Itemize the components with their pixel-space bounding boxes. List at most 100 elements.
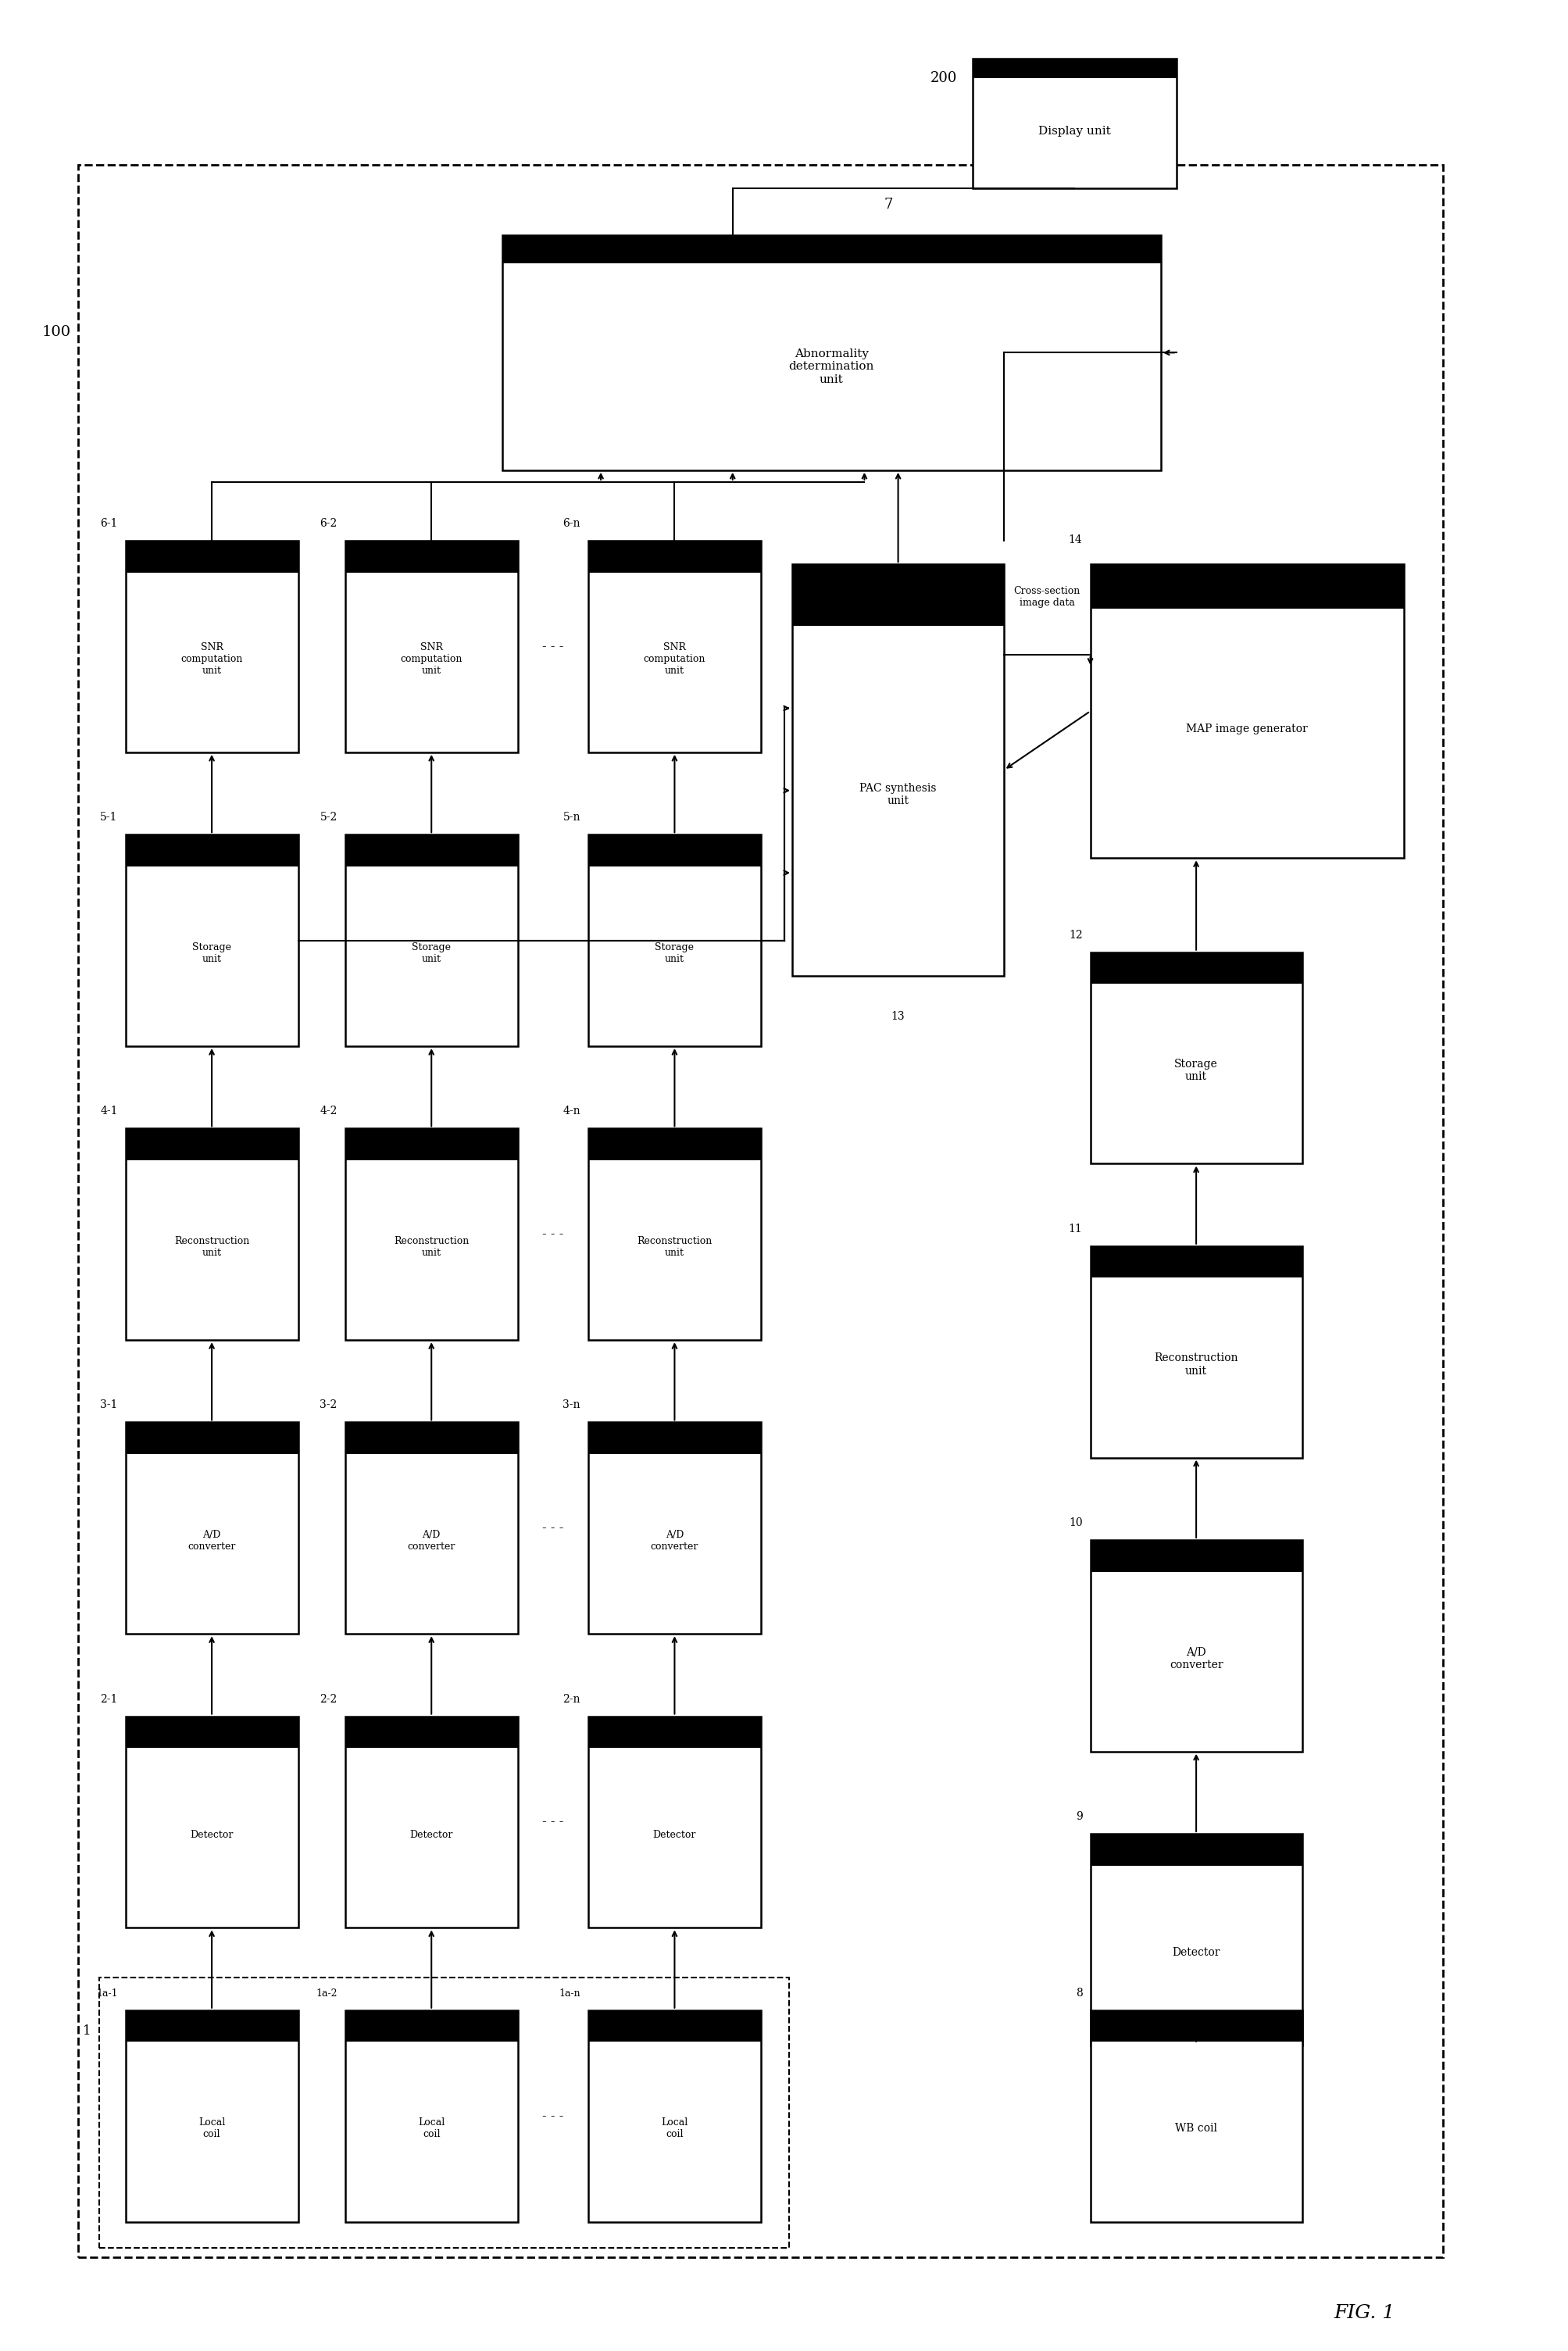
Bar xyxy=(345,2010,517,2041)
Bar xyxy=(345,835,517,868)
Text: 11: 11 xyxy=(1068,1223,1082,1234)
Text: 6-2: 6-2 xyxy=(320,517,337,529)
Bar xyxy=(1090,2010,1301,2041)
Bar xyxy=(588,1716,760,1749)
Text: SNR
computation
unit: SNR computation unit xyxy=(400,642,463,677)
Bar xyxy=(1090,1834,1301,1867)
Bar xyxy=(125,2010,298,2041)
Text: 10: 10 xyxy=(1068,1516,1082,1528)
Text: 4-n: 4-n xyxy=(563,1105,580,1117)
Text: 3-2: 3-2 xyxy=(320,1399,337,1411)
Bar xyxy=(345,1128,517,1161)
Text: FIG. 1: FIG. 1 xyxy=(1334,2304,1394,2323)
Bar xyxy=(972,59,1176,78)
Bar xyxy=(125,1716,298,1928)
Text: Storage
unit: Storage unit xyxy=(655,943,693,964)
Bar xyxy=(125,1128,298,1161)
Text: 2-2: 2-2 xyxy=(320,1693,337,1704)
Bar xyxy=(588,1128,760,1340)
Text: Reconstruction
unit: Reconstruction unit xyxy=(637,1237,712,1258)
Text: - - -: - - - xyxy=(543,1227,563,1241)
Bar xyxy=(792,564,1004,976)
Text: Reconstruction
unit: Reconstruction unit xyxy=(1154,1352,1237,1375)
Text: Display unit: Display unit xyxy=(1038,125,1110,136)
Text: - - -: - - - xyxy=(543,933,563,947)
Bar xyxy=(345,835,517,1046)
Bar xyxy=(125,541,298,752)
Text: A/D
converter: A/D converter xyxy=(1168,1646,1223,1669)
Bar xyxy=(125,541,298,574)
Bar xyxy=(1090,1834,1301,2045)
Bar xyxy=(125,1128,298,1340)
Bar xyxy=(125,1716,298,1749)
Text: Detector: Detector xyxy=(652,1829,696,1841)
Text: 1a-1: 1a-1 xyxy=(96,1989,118,1998)
Text: 2-n: 2-n xyxy=(563,1693,580,1704)
Bar xyxy=(125,2010,298,2222)
Bar xyxy=(345,541,517,574)
Text: 1a-2: 1a-2 xyxy=(315,1989,337,1998)
Text: 9: 9 xyxy=(1076,1810,1082,1822)
Text: A/D
converter: A/D converter xyxy=(651,1531,698,1552)
Text: Detector: Detector xyxy=(409,1829,453,1841)
Text: Storage
unit: Storage unit xyxy=(412,943,450,964)
Text: 14: 14 xyxy=(1068,534,1082,545)
Bar xyxy=(588,835,760,1046)
Bar xyxy=(588,2010,760,2041)
Bar xyxy=(125,1422,298,1634)
Text: - - -: - - - xyxy=(543,639,563,654)
Text: 6-n: 6-n xyxy=(563,517,580,529)
Text: SNR
computation
unit: SNR computation unit xyxy=(180,642,243,677)
Bar xyxy=(1090,564,1403,609)
Bar xyxy=(588,541,760,752)
Bar xyxy=(1090,952,1301,983)
Bar xyxy=(99,1977,789,2248)
Text: 5-n: 5-n xyxy=(563,811,580,823)
Bar xyxy=(345,2010,517,2222)
Text: Reconstruction
unit: Reconstruction unit xyxy=(174,1237,249,1258)
Bar xyxy=(78,165,1443,2257)
Text: Local
coil: Local coil xyxy=(198,2118,226,2139)
Bar xyxy=(588,541,760,574)
Text: PAC synthesis
unit: PAC synthesis unit xyxy=(859,783,936,806)
Bar xyxy=(345,1422,517,1634)
Bar xyxy=(1090,564,1403,858)
Bar xyxy=(345,1128,517,1340)
Bar xyxy=(972,59,1176,188)
Text: 200: 200 xyxy=(930,71,956,85)
Text: 6-1: 6-1 xyxy=(100,517,118,529)
Bar xyxy=(1090,1246,1301,1458)
Bar xyxy=(588,835,760,868)
Text: Storage
unit: Storage unit xyxy=(1174,1058,1217,1081)
Text: 3-n: 3-n xyxy=(563,1399,580,1411)
Bar xyxy=(345,1716,517,1749)
Text: A/D
converter: A/D converter xyxy=(188,1531,235,1552)
Bar xyxy=(588,2010,760,2222)
Text: - - -: - - - xyxy=(543,1521,563,1535)
Bar xyxy=(588,1128,760,1161)
Bar xyxy=(588,1422,760,1634)
Bar xyxy=(792,564,1004,625)
Text: - - -: - - - xyxy=(543,2109,563,2123)
Text: 3-1: 3-1 xyxy=(100,1399,118,1411)
Text: Detector: Detector xyxy=(1171,1947,1220,1958)
Bar xyxy=(125,835,298,868)
Bar xyxy=(1090,1540,1301,1573)
Bar xyxy=(125,1422,298,1453)
Text: 8: 8 xyxy=(1076,1987,1082,1998)
Bar xyxy=(588,1422,760,1453)
Text: Storage
unit: Storage unit xyxy=(193,943,230,964)
Bar xyxy=(502,235,1160,263)
Text: 7: 7 xyxy=(884,197,892,212)
Bar xyxy=(345,1422,517,1453)
Text: A/D
converter: A/D converter xyxy=(408,1531,455,1552)
Text: Abnormality
determination
unit: Abnormality determination unit xyxy=(789,348,873,386)
Text: 4-1: 4-1 xyxy=(100,1105,118,1117)
Bar xyxy=(125,835,298,1046)
Bar xyxy=(1090,1540,1301,1751)
Text: 100: 100 xyxy=(42,324,71,339)
Bar xyxy=(345,541,517,752)
Bar xyxy=(502,235,1160,470)
Text: Local
coil: Local coil xyxy=(660,2118,688,2139)
Text: 2-1: 2-1 xyxy=(100,1693,118,1704)
